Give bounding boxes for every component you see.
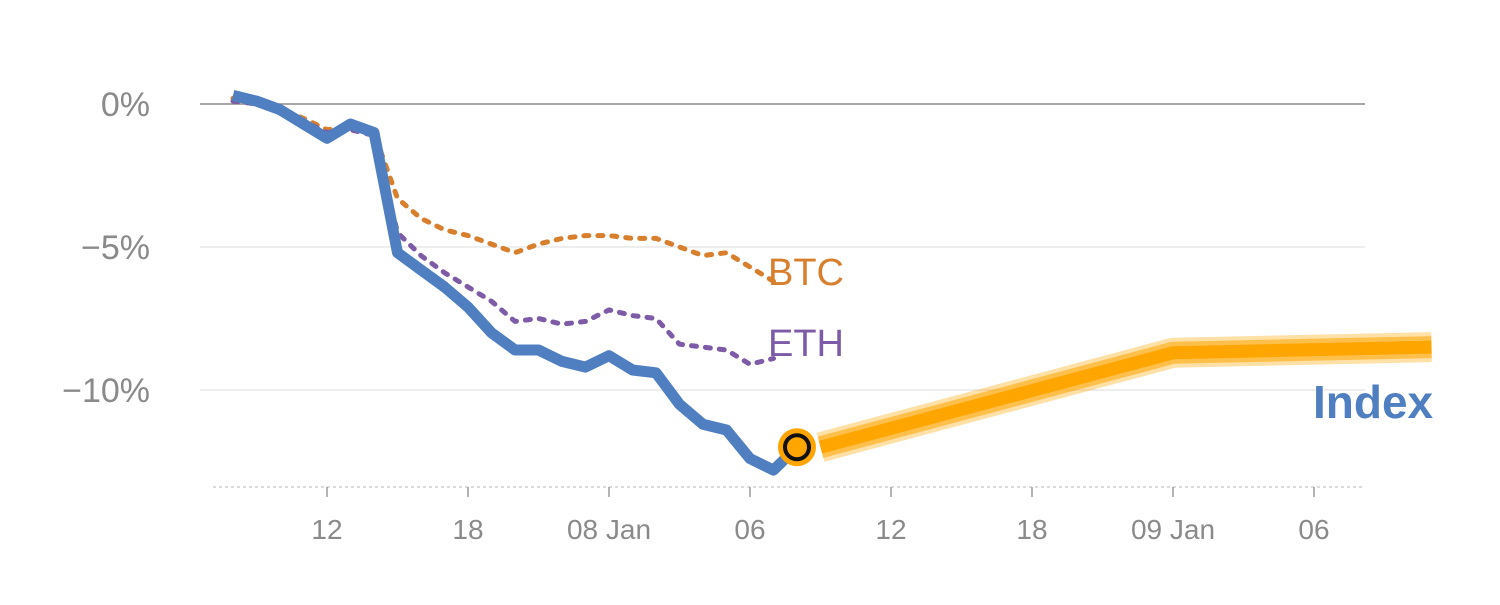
x-axis: 12 18 08 Jan 06 12 18 09 Jan 06 (213, 486, 1365, 545)
x-tick-label: 12 (875, 514, 906, 545)
index-series-line (231, 90, 801, 476)
x-tick-label: 06 (734, 514, 765, 545)
series-labels: BTC ETH Index (768, 252, 1434, 428)
x-tick-label: 12 (311, 514, 342, 545)
y-tick-label: −10% (62, 372, 150, 410)
btc-series-label: BTC (768, 252, 844, 294)
eth-series-line (230, 98, 776, 367)
x-tick-label: 09 Jan (1131, 514, 1215, 545)
forecast-line (818, 340, 1432, 454)
x-tick-label: 06 (1298, 514, 1329, 545)
series-layer (230, 90, 1432, 476)
eth-series-label: ETH (768, 323, 844, 365)
y-tick-label: −5% (81, 229, 150, 267)
x-tick-label: 08 Jan (567, 514, 651, 545)
x-tick-label: 18 (1016, 514, 1047, 545)
y-axis: 0% −5% −10% (62, 86, 150, 410)
btc-series-line (230, 95, 776, 284)
x-tick-label: 18 (452, 514, 483, 545)
index-series-label: Index (1313, 376, 1434, 428)
marker-layer (778, 428, 816, 467)
y-tick-label: 0% (101, 86, 150, 124)
current-point-marker (783, 433, 811, 462)
